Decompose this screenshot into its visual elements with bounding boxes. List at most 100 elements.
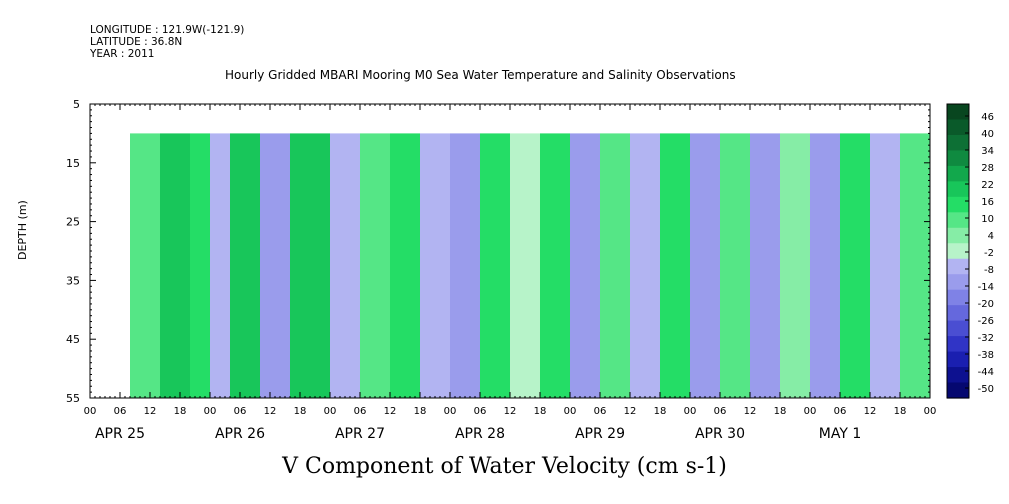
latitude-label: LATITUDE : 36.8N [90, 36, 183, 48]
x-axis: 00 06 12 18 00 06 12 18 00 06 12 18 00 06 12 18 00 06 12 18… [84, 104, 937, 442]
colorbar-label: 34 [981, 146, 994, 157]
x-hour-label: 12 [744, 406, 757, 417]
longitude-label: LONGITUDE : 121.9W(-121.9) [90, 24, 245, 36]
x-hour-label: 18 [414, 406, 427, 417]
x-hour-label: 00 [84, 406, 97, 417]
heatmap-band [190, 133, 210, 398]
x-hour-label: 18 [174, 406, 187, 417]
x-hour-label: 00 [204, 406, 217, 417]
x-hour-label: 18 [534, 406, 547, 417]
x-hour-label: 18 [294, 406, 307, 417]
y-tick-label: 5 [73, 98, 80, 111]
heatmap-band [450, 133, 480, 398]
colorbar-swatch [947, 196, 969, 213]
colorbar-label: 10 [981, 214, 994, 225]
heatmap-band [750, 133, 780, 398]
colorbar-label: 4 [988, 231, 994, 242]
heatmap-band [510, 133, 540, 398]
chart-title: Hourly Gridded MBARI Mooring M0 Sea Wate… [225, 68, 736, 82]
colorbar-label: 22 [981, 180, 994, 191]
heatmap-band [900, 133, 930, 398]
colorbar-label: 40 [981, 129, 994, 140]
y-tick-label: 55 [66, 392, 80, 405]
heatmap-band [690, 133, 720, 398]
colorbar-swatch [947, 181, 969, 198]
x-hour-label: 12 [504, 406, 517, 417]
x-day-label: APR 26 [215, 426, 265, 442]
x-hour-label: 06 [474, 406, 487, 417]
heatmap-band [130, 133, 160, 398]
y-tick-label: 15 [66, 157, 80, 170]
x-hour-label: 12 [264, 406, 277, 417]
heatmap-band [570, 133, 600, 398]
heatmap-band [870, 133, 900, 398]
heatmap-band [720, 133, 750, 398]
colorbar-label: -20 [978, 299, 994, 310]
colorbar-swatch [947, 336, 969, 353]
y-tick-label: 25 [66, 216, 80, 229]
colorbar-label: -14 [978, 282, 994, 293]
colorbar-swatch [947, 274, 969, 291]
heatmap-band [160, 133, 190, 398]
colorbar-swatch [947, 119, 969, 136]
x-hour-label: 12 [864, 406, 877, 417]
heatmap-band [210, 133, 230, 398]
y-tick-label: 35 [66, 274, 80, 287]
heatmap-band [260, 133, 290, 398]
x-day-label: APR 30 [695, 426, 745, 442]
x-day-label: APR 25 [95, 426, 145, 442]
colorbar-swatch [947, 320, 969, 337]
x-hour-label: 18 [774, 406, 787, 417]
x-hour-label: 06 [834, 406, 847, 417]
colorbar-swatch [947, 227, 969, 244]
colorbar-swatch [947, 367, 969, 384]
x-hour-label: 06 [114, 406, 127, 417]
x-hour-label: 00 [564, 406, 577, 417]
y-axis: 5 15 25 35 45 55 [66, 98, 930, 405]
colorbar-swatch [947, 150, 969, 167]
colorbar-swatch [947, 134, 969, 152]
colorbar-swatch [947, 351, 969, 368]
colorbar-label: -38 [978, 350, 994, 361]
x-hour-label: 18 [654, 406, 667, 417]
colorbar-swatch [947, 104, 969, 121]
heatmap-band [420, 133, 450, 398]
colorbar: 46 40 34 28 22 16 10 4 -2 -8 -14 -20 -26 -32 -38 -44 -50 [946, 103, 994, 399]
colorbar-label: -8 [984, 265, 994, 276]
colorbar-swatch [947, 212, 969, 229]
x-hour-label: 18 [894, 406, 907, 417]
colorbar-frame [946, 103, 970, 399]
x-hour-label: 06 [354, 406, 367, 417]
heatmap-band [780, 133, 810, 398]
colorbar-label: -32 [978, 333, 994, 344]
x-hour-label: 00 [684, 406, 697, 417]
x-day-label: APR 29 [575, 426, 625, 442]
colorbar-label: -26 [978, 316, 994, 327]
colorbar-swatch [947, 243, 969, 260]
heatmap-band [290, 133, 330, 398]
heatmap-band [660, 133, 690, 398]
colorbar-label: 28 [981, 163, 994, 174]
heatmap-band [600, 133, 630, 398]
heatmap-band [230, 133, 260, 398]
x-axis-title: V Component of Water Velocity (cm s-1) [282, 454, 727, 479]
colorbar-label: 46 [981, 112, 994, 123]
colorbar-swatch [947, 258, 969, 275]
heatmap-band [330, 133, 360, 398]
x-hour-label: 06 [594, 406, 607, 417]
colorbar-label: -44 [978, 367, 994, 378]
y-tick-label: 45 [66, 333, 80, 346]
x-day-label: APR 27 [335, 426, 385, 442]
colorbar-label: -2 [984, 248, 994, 259]
heatmap-band [810, 133, 840, 398]
x-day-label: APR 28 [455, 426, 505, 442]
x-hour-label: 00 [324, 406, 337, 417]
x-hour-label: 00 [444, 406, 457, 417]
heatmap-band [390, 133, 420, 398]
colorbar-label: -50 [978, 384, 994, 395]
heatmap-band [630, 133, 660, 398]
x-hour-label: 12 [384, 406, 397, 417]
x-hour-label: 00 [924, 406, 937, 417]
heatmap-band [360, 133, 390, 398]
